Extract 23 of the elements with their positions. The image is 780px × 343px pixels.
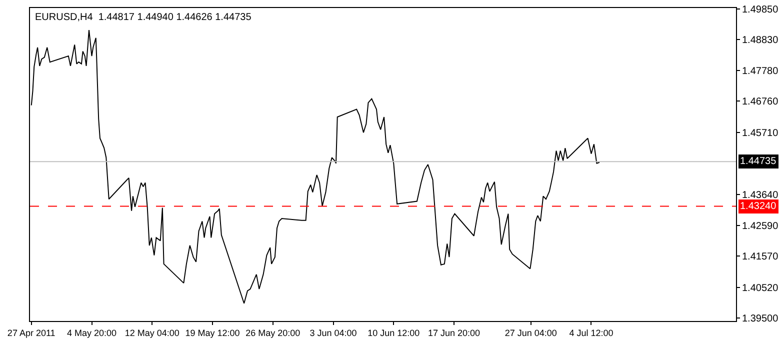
- y-tick-label: 1.45710: [742, 128, 779, 140]
- x-tick-label: 26 May 20:00: [246, 328, 300, 338]
- ref-line-label: 1.43240: [740, 201, 777, 212]
- x-tick-label: 12 May 04:00: [124, 328, 180, 338]
- x-tick-label: 4 May 20:00: [66, 328, 117, 338]
- x-tick-label: 4 Jul 12:00: [569, 328, 614, 338]
- y-tick-label: 1.39500: [742, 314, 779, 325]
- x-tick-label: 27 Apr 2011: [7, 328, 56, 338]
- x-tick-label: 17 Jun 20:00: [428, 328, 480, 338]
- y-tick-label: 1.42590: [742, 221, 779, 232]
- ref-line-label: 1.44735: [740, 156, 777, 167]
- y-tick-label: 1.47780: [742, 66, 779, 78]
- x-tick-label: 19 May 12:00: [185, 328, 240, 338]
- chart-title: EURUSD,H4 1.44817 1.44940 1.44626 1.44735: [35, 12, 252, 23]
- y-tick-label: 1.48830: [742, 34, 779, 46]
- y-tick-label: 1.41570: [742, 252, 779, 263]
- y-tick-label: 1.43640: [742, 190, 779, 201]
- x-tick-label: 3 Jun 04:00: [310, 328, 357, 338]
- y-tick-label: 1.40520: [742, 283, 779, 294]
- y-tick-label: 1.46760: [742, 96, 779, 108]
- x-tick-label: 27 Jun 04:00: [504, 328, 557, 338]
- x-tick-label: 10 Jun 12:00: [368, 328, 420, 338]
- y-tick-label: 1.49850: [742, 4, 779, 16]
